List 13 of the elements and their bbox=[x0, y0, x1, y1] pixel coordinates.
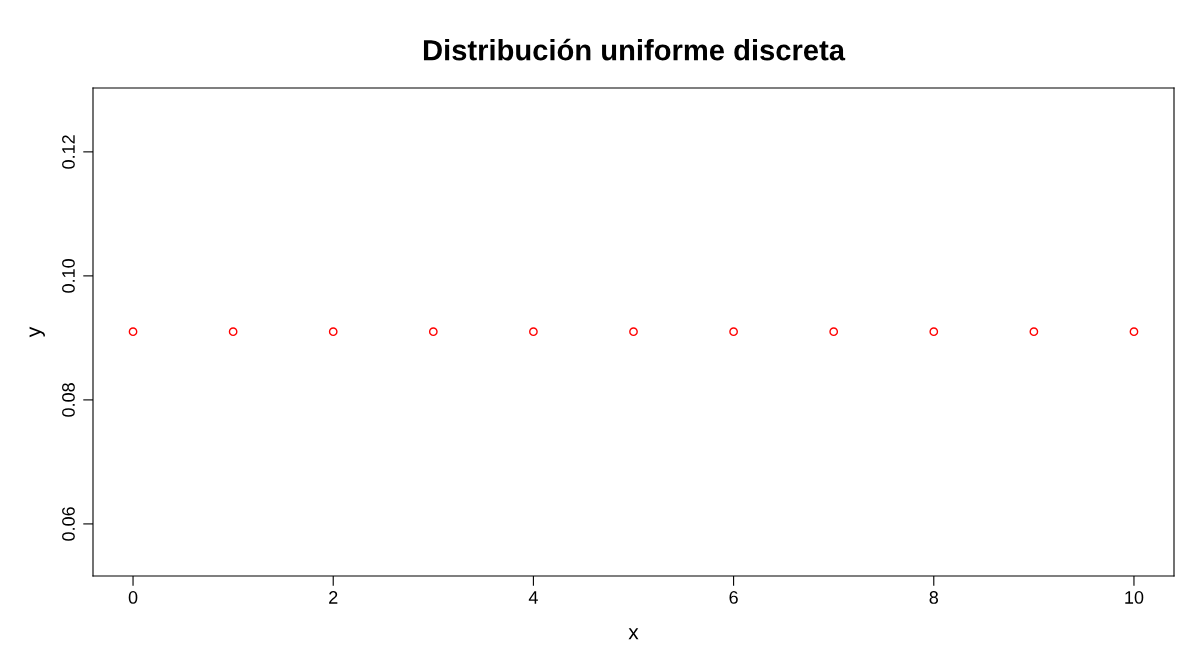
y-tick-label: 0.08 bbox=[62, 383, 75, 417]
x-tick-label: 4 bbox=[528, 591, 538, 604]
y-tick-label: 0.10 bbox=[62, 259, 75, 293]
y-tick-label: 0.06 bbox=[62, 507, 75, 541]
y-tick-label: 0.12 bbox=[62, 135, 75, 169]
x-tick-label: 0 bbox=[128, 591, 138, 604]
x-tick-label: 2 bbox=[329, 591, 338, 604]
x-tick-label: 8 bbox=[929, 591, 939, 604]
x-tick-label: 6 bbox=[729, 591, 738, 604]
x-tick-label: 10 bbox=[1125, 591, 1144, 604]
chart-title: Distribución uniforme discreta bbox=[423, 38, 846, 61]
y-axis-title: y bbox=[29, 326, 45, 338]
x-axis-title: x bbox=[628, 628, 639, 640]
